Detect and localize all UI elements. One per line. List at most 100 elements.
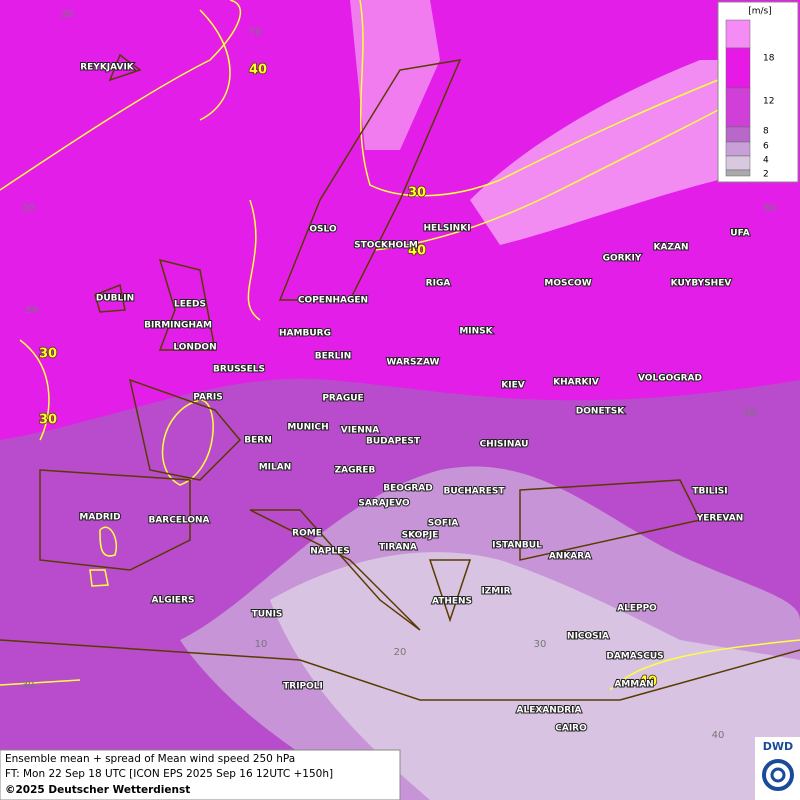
city-label: OSLO — [309, 225, 337, 235]
city-label: MILAN — [259, 463, 292, 473]
city-label: TIRANA — [379, 543, 417, 553]
city-label: PARIS — [193, 393, 223, 403]
city-label: ZAGREB — [335, 466, 376, 476]
city-label: MOSCOW — [544, 279, 591, 289]
legend-swatch — [725, 141, 751, 157]
graticule-label: 20 — [22, 203, 35, 214]
city-label: HAMBURG — [279, 329, 331, 339]
city-label: SKOPJE — [402, 531, 439, 541]
city-label: ALGIERS — [152, 596, 195, 606]
city-label: REYKJAVIK — [80, 63, 135, 73]
legend-swatch — [725, 126, 751, 143]
city-label: ISTANBUL — [492, 541, 542, 551]
city-label: BERN — [244, 436, 271, 446]
graticule-label: 40 — [712, 730, 725, 741]
isotach — [0, 0, 800, 691]
city-label: LONDON — [173, 343, 216, 353]
graticule-label: 50 — [26, 305, 39, 316]
city-label: WARSZAW — [387, 358, 440, 368]
city-label: GORKIY — [603, 254, 642, 264]
footer-title: Ensemble mean + spread of Mean wind spee… — [5, 753, 295, 765]
contour-label: 40 — [639, 675, 657, 690]
city-label: ATHENS — [432, 597, 472, 607]
city-label: ROME — [292, 529, 322, 539]
city-label: MADRID — [79, 513, 120, 523]
graticule-label: 10 — [255, 639, 268, 650]
logo: DWD — [763, 740, 793, 753]
city-label: KIEV — [501, 381, 524, 391]
logo-icon — [770, 767, 786, 783]
legend: [m/s] 2 4 6 8 12 18 — [725, 7, 775, 180]
coastline — [0, 53, 800, 701]
legend-swatch — [725, 19, 751, 49]
city-label: BUCHAREST — [444, 487, 506, 497]
legend-swatch — [725, 155, 751, 171]
city-label: PRAGUE — [322, 394, 363, 404]
legend-swatch — [725, 87, 751, 128]
legend-label: 6 — [763, 142, 769, 152]
graticule-label: 30 — [22, 680, 35, 691]
city-label: MINSK — [459, 327, 493, 337]
legend-label: 4 — [763, 156, 769, 166]
logo-icon — [762, 759, 794, 791]
city-label: ALEXANDRIA — [517, 706, 582, 716]
legend-label: 8 — [763, 127, 769, 137]
city-label: BUDAPEST — [366, 437, 421, 447]
city-label: BERLIN — [315, 352, 352, 362]
footer-copyright: ©2025 Deutscher Wetterdienst — [5, 784, 190, 796]
city-label: COPENHAGEN — [298, 296, 368, 306]
city-label: VIENNA — [341, 426, 380, 436]
footer-time: FT: Mon 22 Sep 18 UTC [ICON EPS 2025 Sep… — [5, 768, 333, 780]
city-label: BRUSSELS — [213, 365, 265, 375]
legend-unit: [m/s] — [748, 7, 772, 17]
city-label: STOCKHOLM — [354, 241, 418, 251]
city-label: KAZAN — [654, 243, 689, 253]
graticule-label: 30 — [61, 9, 74, 20]
city-label: MUNICH — [287, 423, 328, 433]
contour-label: 40 — [408, 244, 426, 259]
graticule-label: 70 — [249, 27, 262, 38]
field-lowest — [270, 552, 800, 800]
city-label: VOLGOGRAD — [638, 374, 702, 384]
city-label: HELSINKI — [423, 224, 470, 234]
footer-box — [0, 749, 401, 800]
city-label: ALEPPO — [617, 604, 657, 614]
contour-label: 40 — [249, 63, 267, 78]
city-label: SARAJEVO — [358, 499, 410, 509]
city-label: YEREVAN — [696, 514, 744, 524]
contour-label: 30 — [408, 186, 426, 201]
city-label: DAMASCUS — [606, 652, 663, 662]
city-label: TUNIS — [252, 610, 283, 620]
city-label: BEOGRAD — [383, 484, 432, 494]
city-label: AMMAN — [614, 680, 653, 690]
city-label: CAIRO — [555, 724, 587, 734]
graticule-label: 30 — [534, 639, 547, 650]
legend-swatch — [725, 47, 751, 89]
city-label: ANKARA — [549, 552, 591, 562]
graticule-label: 20 — [394, 647, 407, 658]
city-label: TBILISI — [692, 487, 727, 497]
legend-label: 12 — [763, 97, 774, 107]
city-label: BIRMINGHAM — [144, 321, 212, 331]
city-label: DONETSK — [576, 407, 625, 417]
legend-label: 2 — [763, 170, 769, 180]
city-label: BARCELONA — [148, 516, 209, 526]
graticule-label: 50 — [744, 408, 757, 419]
contour-label: 30 — [39, 413, 57, 428]
city-label: DUBLIN — [96, 294, 134, 304]
city-label: UFA — [730, 229, 749, 239]
city-label: TRIPOLI — [283, 682, 323, 692]
graticule-label: 60 — [764, 203, 777, 214]
labels: 30 70 20 60 50 50 30 10 20 30 40 40 30 40 30 30 40 REYKJA… — [22, 9, 777, 741]
legend-swatch — [725, 169, 751, 177]
city-label: SOFIA — [428, 519, 459, 529]
city-label: CHISINAU — [480, 440, 529, 450]
city-label: NICOSIA — [567, 632, 609, 642]
field-high — [350, 0, 440, 150]
city-label: LEEDS — [174, 300, 206, 310]
legend-label: 18 — [763, 54, 775, 64]
city-label: KHARKIV — [553, 378, 599, 388]
city-label: RIGA — [426, 279, 451, 289]
contour-label: 30 — [39, 347, 57, 362]
